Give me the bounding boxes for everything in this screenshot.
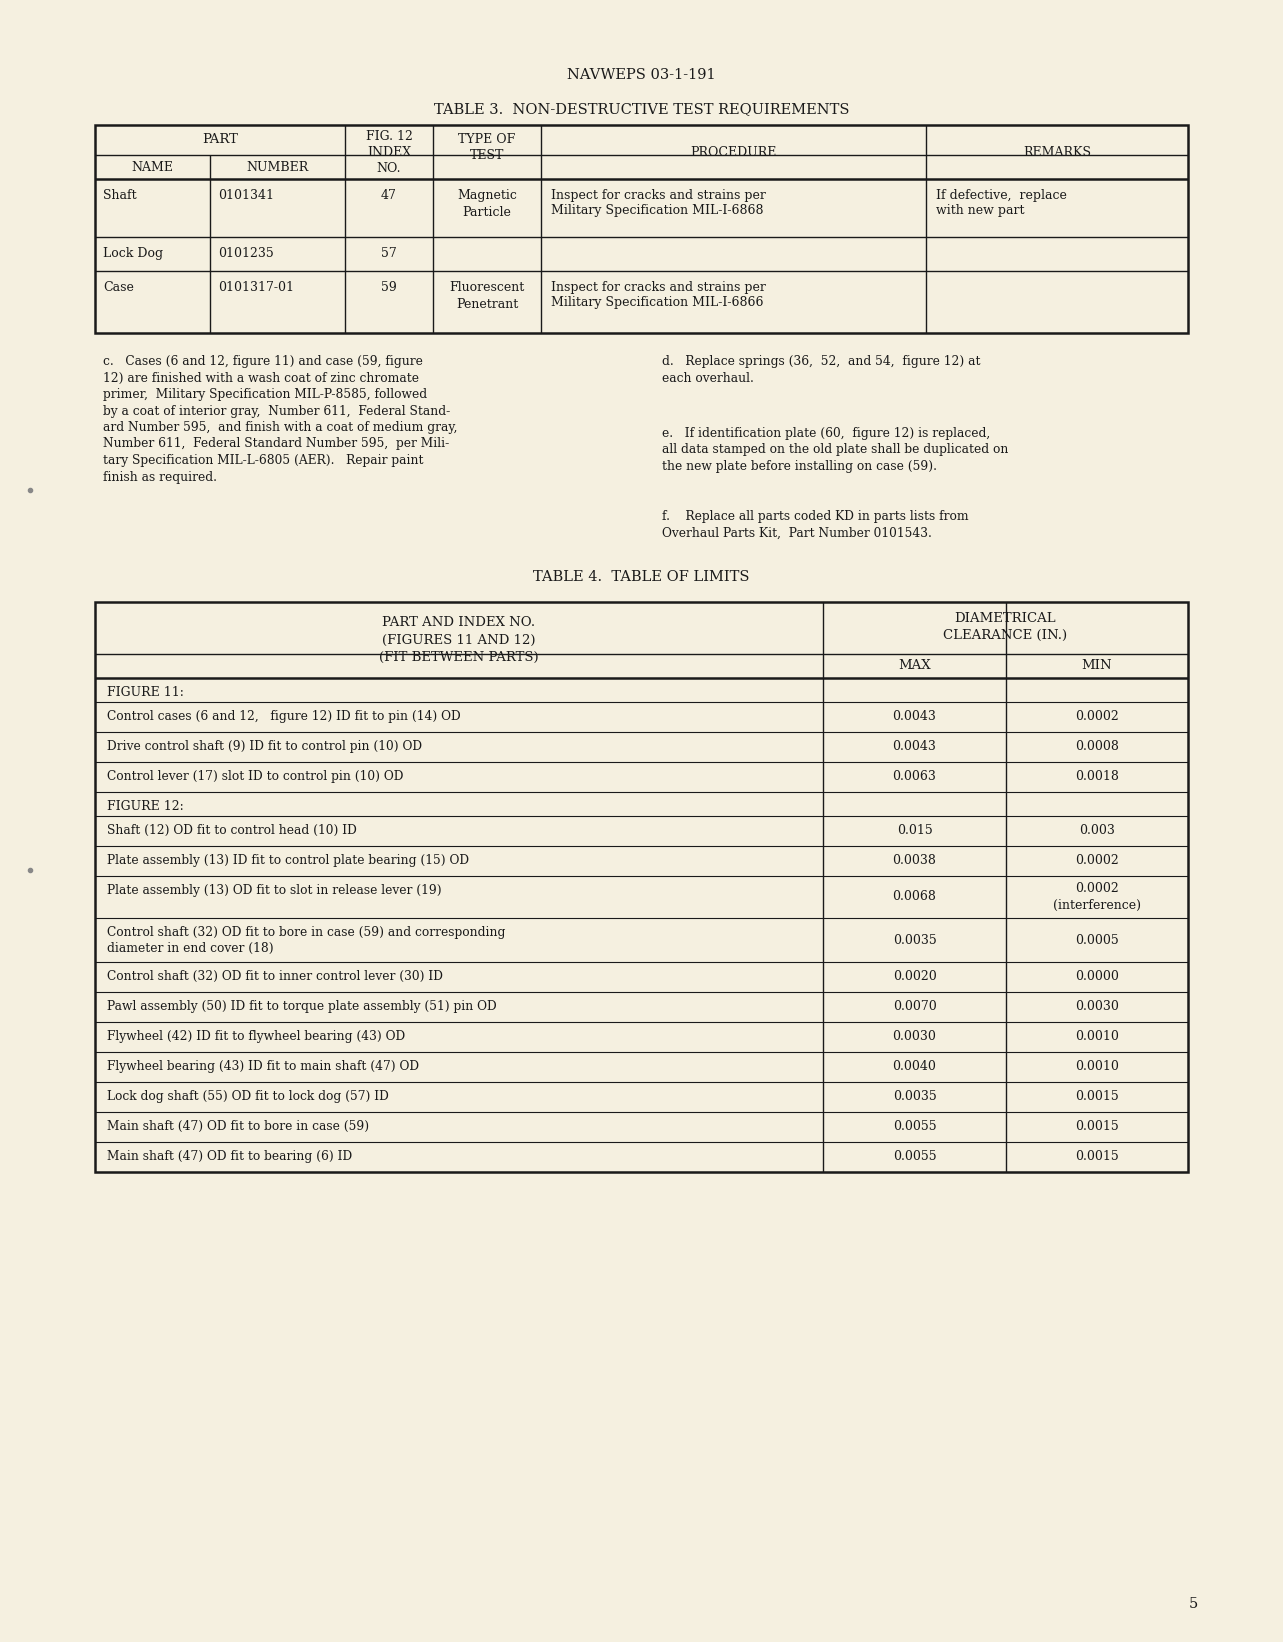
Text: 0.0008: 0.0008 (1075, 741, 1119, 754)
Text: e.   If identification plate (60,  figure 12) is replaced,
all data stamped on t: e. If identification plate (60, figure 1… (662, 427, 1008, 473)
Text: 0.0055: 0.0055 (893, 1120, 937, 1133)
Text: If defective,  replace
with new part: If defective, replace with new part (937, 189, 1067, 217)
Text: 0.0040: 0.0040 (893, 1061, 937, 1074)
Text: 0.0070: 0.0070 (893, 1000, 937, 1013)
Text: 0.0030: 0.0030 (1075, 1000, 1119, 1013)
Text: 0101317-01: 0101317-01 (218, 281, 294, 294)
Text: 0.0015: 0.0015 (1075, 1120, 1119, 1133)
Text: Shaft (12) OD fit to control head (10) ID: Shaft (12) OD fit to control head (10) I… (106, 824, 357, 837)
Text: 57: 57 (381, 246, 396, 259)
Text: FIGURE 12:: FIGURE 12: (106, 800, 183, 813)
Bar (95, 603, 1188, 1172)
Text: 0101235: 0101235 (218, 246, 273, 259)
Text: 0.0035: 0.0035 (893, 1090, 937, 1103)
Text: Inspect for cracks and strains per
Military Specification MIL-I-6868: Inspect for cracks and strains per Milit… (550, 189, 766, 217)
Text: 0.0063: 0.0063 (893, 770, 937, 783)
Text: Main shaft (47) OD fit to bore in case (59): Main shaft (47) OD fit to bore in case (… (106, 1120, 370, 1133)
Text: Main shaft (47) OD fit to bearing (6) ID: Main shaft (47) OD fit to bearing (6) ID (106, 1149, 353, 1163)
Text: REMARKS: REMARKS (1023, 146, 1091, 159)
Text: Control shaft (32) OD fit to inner control lever (30) ID: Control shaft (32) OD fit to inner contr… (106, 970, 443, 984)
Text: Control lever (17) slot ID to control pin (10) OD: Control lever (17) slot ID to control pi… (106, 770, 403, 783)
Text: 0.0010: 0.0010 (1075, 1061, 1119, 1074)
Text: Inspect for cracks and strains per
Military Specification MIL-I-6866: Inspect for cracks and strains per Milit… (550, 281, 766, 309)
Text: Plate assembly (13) OD fit to slot in release lever (19): Plate assembly (13) OD fit to slot in re… (106, 883, 441, 897)
Text: PART AND INDEX NO.
(FIGURES 11 AND 12)
(FIT BETWEEN PARTS): PART AND INDEX NO. (FIGURES 11 AND 12) (… (380, 616, 539, 663)
Text: 0.0002
(interference): 0.0002 (interference) (1053, 882, 1141, 911)
Text: 0.0002: 0.0002 (1075, 711, 1119, 724)
Text: NAME: NAME (131, 161, 173, 174)
Text: Control cases (6 and 12,   figure 12) ID fit to pin (14) OD: Control cases (6 and 12, figure 12) ID f… (106, 709, 461, 722)
Text: 0.0000: 0.0000 (1075, 970, 1119, 984)
Text: TYPE OF
TEST: TYPE OF TEST (458, 133, 516, 163)
Text: 0.0038: 0.0038 (893, 854, 937, 867)
Text: 0.0068: 0.0068 (893, 890, 937, 903)
Text: Flywheel bearing (43) ID fit to main shaft (47) OD: Flywheel bearing (43) ID fit to main sha… (106, 1061, 420, 1072)
Text: Shaft: Shaft (103, 189, 136, 202)
Text: 0.0055: 0.0055 (893, 1151, 937, 1164)
Text: Drive control shaft (9) ID fit to control pin (10) OD: Drive control shaft (9) ID fit to contro… (106, 741, 422, 754)
Text: 0.0002: 0.0002 (1075, 854, 1119, 867)
Text: 0.0010: 0.0010 (1075, 1031, 1119, 1044)
Text: NUMBER: NUMBER (246, 161, 309, 174)
Text: 47: 47 (381, 189, 396, 202)
Text: Fluorescent
Penetrant: Fluorescent Penetrant (449, 281, 525, 310)
Text: 0.0043: 0.0043 (893, 711, 937, 724)
Text: TABLE 3.  NON-DESTRUCTIVE TEST REQUIREMENTS: TABLE 3. NON-DESTRUCTIVE TEST REQUIREMEN… (434, 102, 849, 117)
Text: 0.0035: 0.0035 (893, 934, 937, 946)
Text: 0.0015: 0.0015 (1075, 1090, 1119, 1103)
Text: 5: 5 (1188, 1598, 1197, 1611)
Bar (95, 125, 1188, 333)
Text: f.    Replace all parts coded KD in parts lists from
Overhaul Parts Kit,  Part N: f. Replace all parts coded KD in parts l… (662, 511, 969, 540)
Text: Flywheel (42) ID fit to flywheel bearing (43) OD: Flywheel (42) ID fit to flywheel bearing… (106, 1030, 405, 1043)
Text: MIN: MIN (1082, 658, 1112, 672)
Text: Case: Case (103, 281, 133, 294)
Text: Lock Dog: Lock Dog (103, 246, 163, 259)
Text: 0101341: 0101341 (218, 189, 275, 202)
Text: TABLE 4.  TABLE OF LIMITS: TABLE 4. TABLE OF LIMITS (534, 570, 749, 585)
Text: Pawl assembly (50) ID fit to torque plate assembly (51) pin OD: Pawl assembly (50) ID fit to torque plat… (106, 1000, 497, 1013)
Text: 0.0005: 0.0005 (1075, 934, 1119, 946)
Text: FIGURE 11:: FIGURE 11: (106, 686, 183, 699)
Text: 0.0020: 0.0020 (893, 970, 937, 984)
Text: 0.0043: 0.0043 (893, 741, 937, 754)
Text: Control shaft (32) OD fit to bore in case (59) and corresponding
diameter in end: Control shaft (32) OD fit to bore in cas… (106, 926, 506, 956)
Text: DIAMETRICAL
CLEARANCE (IN.): DIAMETRICAL CLEARANCE (IN.) (943, 612, 1067, 642)
Text: Plate assembly (13) ID fit to control plate bearing (15) OD: Plate assembly (13) ID fit to control pl… (106, 854, 470, 867)
Text: c.   Cases (6 and 12, figure 11) and case (59, figure
12) are finished with a wa: c. Cases (6 and 12, figure 11) and case … (103, 355, 458, 483)
Text: FIG. 12
INDEX
NO.: FIG. 12 INDEX NO. (366, 130, 412, 176)
Text: Lock dog shaft (55) OD fit to lock dog (57) ID: Lock dog shaft (55) OD fit to lock dog (… (106, 1090, 389, 1103)
Text: d.   Replace springs (36,  52,  and 54,  figure 12) at
each overhaul.: d. Replace springs (36, 52, and 54, figu… (662, 355, 980, 384)
Text: Magnetic
Particle: Magnetic Particle (457, 189, 517, 218)
Text: 0.0030: 0.0030 (893, 1031, 937, 1044)
Text: NAVWEPS 03-1-191: NAVWEPS 03-1-191 (567, 67, 716, 82)
Text: 0.003: 0.003 (1079, 824, 1115, 837)
Text: PROCEDURE: PROCEDURE (690, 146, 776, 159)
Text: PART: PART (201, 133, 237, 146)
Text: MAX: MAX (898, 658, 930, 672)
Text: 0.0015: 0.0015 (1075, 1151, 1119, 1164)
Text: 59: 59 (381, 281, 396, 294)
Text: 0.015: 0.015 (897, 824, 933, 837)
Text: 0.0018: 0.0018 (1075, 770, 1119, 783)
